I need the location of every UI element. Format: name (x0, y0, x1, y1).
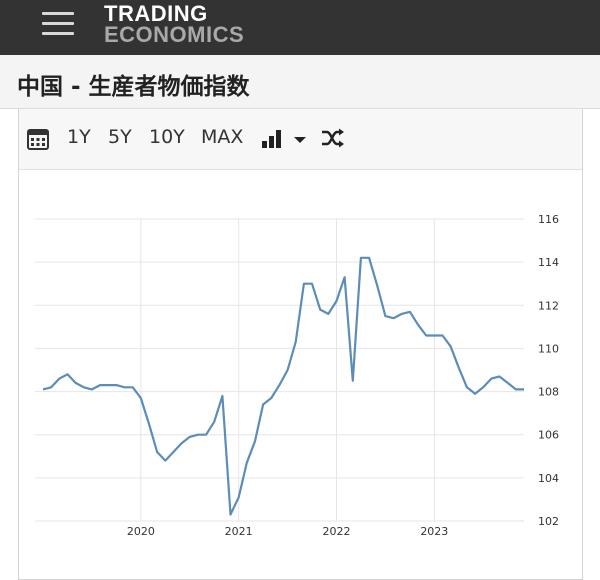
top-navigation-bar: TRADING ECONOMICS (0, 0, 600, 55)
bar-chart-icon (262, 130, 281, 148)
y-tick-label: 116 (538, 213, 559, 226)
logo-line1: TRADING (104, 1, 208, 26)
shuffle-icon[interactable] (321, 127, 345, 149)
range-max-button[interactable]: MAX (201, 126, 244, 148)
ppi-line-chart: 102 104 106 108 110 112 114 116 2020 2021 2022 2023 (35, 213, 559, 538)
y-tick-label: 110 (538, 342, 559, 355)
y-tick-label: 112 (538, 299, 559, 312)
y-tick-label: 104 (538, 472, 559, 485)
hamburger-menu-icon[interactable] (42, 10, 74, 38)
y-tick-label: 106 (538, 429, 559, 442)
range-5y-button[interactable]: 5Y (108, 126, 132, 148)
range-10y-button[interactable]: 10Y (149, 126, 185, 148)
y-tick-label: 102 (538, 515, 559, 528)
page-title: 中国 - 生産者物価指数 (17, 74, 250, 100)
calendar-icon[interactable] (27, 128, 49, 150)
x-tick-label: 2022 (322, 525, 350, 538)
trading-economics-logo[interactable]: TRADING ECONOMICS (104, 1, 245, 47)
y-tick-label: 114 (538, 256, 559, 269)
chart-toolbar: 1Y 5Y 10Y MAX (19, 109, 582, 170)
caret-down-icon (294, 137, 307, 143)
x-tick-label: 2020 (127, 525, 155, 538)
chart-grid (35, 218, 524, 522)
y-tick-label: 108 (538, 386, 559, 399)
ppi-series-line (42, 256, 524, 516)
x-tick-label: 2023 (420, 525, 448, 538)
range-1y-button[interactable]: 1Y (67, 126, 91, 148)
chart-card: 1Y 5Y 10Y MAX 102 104 106 108 110 112 114 116 20… (18, 109, 583, 580)
x-tick-label: 2021 (225, 525, 253, 538)
chart-ticks: 102 104 106 108 110 112 114 116 2020 2021 2022 2023 (127, 213, 559, 538)
title-bar: 中国 - 生産者物価指数 (0, 55, 600, 109)
chart-type-selector[interactable] (262, 130, 307, 152)
logo-line2: ECONOMICS (104, 22, 245, 47)
